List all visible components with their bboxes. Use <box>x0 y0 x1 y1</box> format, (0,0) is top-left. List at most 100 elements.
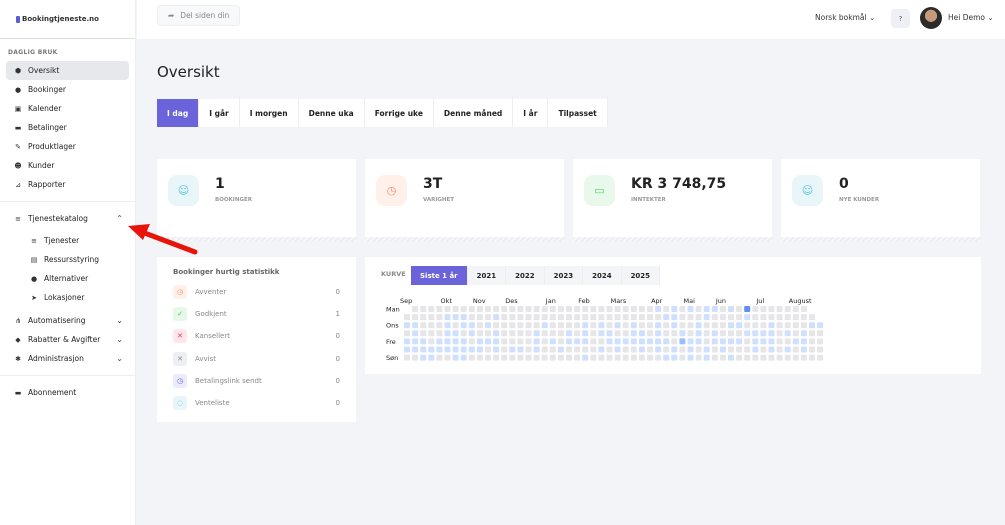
heatmap-cell[interactable] <box>736 314 743 321</box>
heatmap-cell[interactable] <box>509 330 516 337</box>
heatmap-cell[interactable] <box>598 322 605 329</box>
heatmap-cell[interactable] <box>574 354 581 361</box>
heatmap-cell[interactable] <box>428 314 435 321</box>
heatmap-cell[interactable] <box>630 306 637 312</box>
heatmap-cell[interactable] <box>606 354 613 361</box>
heatmap-cell[interactable] <box>655 314 662 321</box>
heatmap-cell[interactable] <box>476 354 483 361</box>
heatmap-cell[interactable] <box>493 354 500 361</box>
heatmap-cell[interactable] <box>460 306 467 312</box>
heatmap-cell[interactable] <box>501 338 508 345</box>
heatmap-cell[interactable] <box>671 306 678 312</box>
tab-year[interactable]: 2024 <box>583 266 622 285</box>
heatmap-cell[interactable] <box>671 338 678 345</box>
heatmap-cell[interactable] <box>493 322 500 329</box>
heatmap-cell[interactable] <box>671 314 678 321</box>
heatmap-cell[interactable] <box>622 322 629 329</box>
heatmap-cell[interactable] <box>493 346 500 353</box>
heatmap-cell[interactable] <box>476 338 483 345</box>
heatmap-cell[interactable] <box>574 338 581 345</box>
heatmap-cell[interactable] <box>420 322 427 329</box>
heatmap-cell[interactable] <box>655 306 662 312</box>
heatmap-cell[interactable] <box>420 338 427 345</box>
heatmap-cell[interactable] <box>590 338 597 345</box>
heatmap-cell[interactable] <box>485 338 491 345</box>
tab-period[interactable]: Denne uka <box>299 99 365 127</box>
heatmap-cell[interactable] <box>549 306 556 312</box>
heatmap-cell[interactable] <box>460 354 467 361</box>
heatmap-cell[interactable] <box>404 314 410 321</box>
heatmap-cell[interactable] <box>695 314 702 321</box>
heatmap-cell[interactable] <box>655 330 662 337</box>
heatmap-cell[interactable] <box>485 354 491 361</box>
heatmap-cell[interactable] <box>549 322 556 329</box>
heatmap-cell[interactable] <box>412 330 419 337</box>
heatmap-cell[interactable] <box>760 354 767 361</box>
heatmap-cell[interactable] <box>703 322 710 329</box>
heatmap-cell[interactable] <box>728 306 734 312</box>
heatmap-cell[interactable] <box>784 306 791 312</box>
heatmap-cell[interactable] <box>736 306 743 312</box>
sidebar-subitem-tjenester[interactable]: ≡ Tjenester <box>6 231 129 250</box>
user-menu[interactable]: Hei Demo ⌄ <box>948 13 994 22</box>
heatmap-cell[interactable] <box>703 354 710 361</box>
heatmap-cell[interactable] <box>679 330 686 337</box>
heatmap-cell[interactable] <box>711 314 718 321</box>
heatmap-cell[interactable] <box>687 330 694 337</box>
heatmap-cell[interactable] <box>792 314 799 321</box>
sidebar-group[interactable]: ⋔ Automatisering ⌄ <box>6 311 129 330</box>
heatmap-cell[interactable] <box>517 330 524 337</box>
heatmap-cell[interactable] <box>549 330 556 337</box>
heatmap-cell[interactable] <box>784 346 791 353</box>
heatmap-cell[interactable] <box>800 338 807 345</box>
heatmap-cell[interactable] <box>809 330 815 337</box>
sidebar-item-betalinger[interactable]: ▬ Betalinger <box>6 118 129 137</box>
heatmap-cell[interactable] <box>768 354 775 361</box>
heatmap-cell[interactable] <box>703 306 710 312</box>
heatmap-cell[interactable] <box>655 346 662 353</box>
heatmap-cell[interactable] <box>703 346 710 353</box>
heatmap-cell[interactable] <box>566 346 572 353</box>
heatmap-cell[interactable] <box>452 338 459 345</box>
heatmap-cell[interactable] <box>784 322 791 329</box>
heatmap-cell[interactable] <box>711 346 718 353</box>
sidebar-group[interactable]: ✱ Administrasjon ⌄ <box>6 349 129 368</box>
heatmap-cell[interactable] <box>695 306 702 312</box>
heatmap-cell[interactable] <box>557 346 564 353</box>
heatmap-cell[interactable] <box>711 322 718 329</box>
sidebar-group[interactable]: ◆ Rabatter & Avgifter ⌄ <box>6 330 129 349</box>
sidebar-item-tjenestekatalog[interactable]: ≡ Tjenestekatalog ⌃ <box>6 209 129 228</box>
language-select[interactable]: Norsk bokmål ⌄ <box>815 13 875 22</box>
heatmap-cell[interactable] <box>404 346 410 353</box>
heatmap-cell[interactable] <box>566 354 572 361</box>
heatmap-cell[interactable] <box>671 322 678 329</box>
heatmap-cell[interactable] <box>655 354 662 361</box>
heatmap-cell[interactable] <box>404 354 410 361</box>
heatmap-cell[interactable] <box>582 314 589 321</box>
heatmap-cell[interactable] <box>695 338 702 345</box>
heatmap-cell[interactable] <box>549 346 556 353</box>
heatmap-cell[interactable] <box>800 314 807 321</box>
heatmap-cell[interactable] <box>638 354 645 361</box>
heatmap-cell[interactable] <box>630 330 637 337</box>
heatmap-cell[interactable] <box>728 338 734 345</box>
tab-period[interactable]: I dag <box>157 99 200 127</box>
heatmap-cell[interactable] <box>719 322 726 329</box>
heatmap-cell[interactable] <box>485 322 491 329</box>
heatmap-cell[interactable] <box>412 314 419 321</box>
heatmap-cell[interactable] <box>557 354 564 361</box>
heatmap-cell[interactable] <box>420 314 427 321</box>
heatmap-cell[interactable] <box>614 338 621 345</box>
heatmap-cell[interactable] <box>719 330 726 337</box>
heatmap-cell[interactable] <box>420 306 427 312</box>
share-page-button[interactable]: ➦ Del siden din <box>157 5 241 26</box>
heatmap-cell[interactable] <box>638 306 645 312</box>
heatmap-cell[interactable] <box>647 346 653 353</box>
sidebar-item-abonnement[interactable]: ▬ Abonnement <box>6 383 129 402</box>
heatmap-cell[interactable] <box>687 314 694 321</box>
heatmap-cell[interactable] <box>679 306 686 312</box>
heatmap-cell[interactable] <box>525 330 532 337</box>
heatmap-cell[interactable] <box>582 346 589 353</box>
heatmap-cell[interactable] <box>460 314 467 321</box>
heatmap-cell[interactable] <box>752 346 759 353</box>
